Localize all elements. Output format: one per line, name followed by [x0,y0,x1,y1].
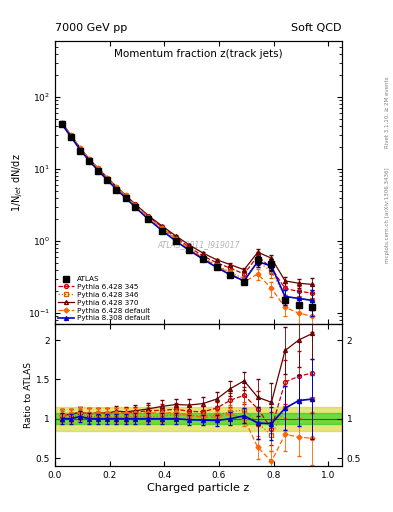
Text: Soft QCD: Soft QCD [292,23,342,33]
Y-axis label: Ratio to ATLAS: Ratio to ATLAS [24,362,33,428]
Text: ATLAS_2011_I919017: ATLAS_2011_I919017 [157,241,240,249]
X-axis label: Charged particle z: Charged particle z [147,482,250,493]
Text: mcplots.cern.ch [arXiv:1306.3436]: mcplots.cern.ch [arXiv:1306.3436] [385,167,390,263]
Text: Rivet 3.1.10, ≥ 2M events: Rivet 3.1.10, ≥ 2M events [385,77,390,148]
Text: Momentum fraction z(track jets): Momentum fraction z(track jets) [114,50,283,59]
Bar [55,413,342,424]
Text: 7000 GeV pp: 7000 GeV pp [55,23,127,33]
Legend: ATLAS, Pythia 6.428 345, Pythia 6.428 346, Pythia 6.428 370, Pythia 6.428 defaul: ATLAS, Pythia 6.428 345, Pythia 6.428 34… [57,275,151,322]
Bar [55,407,342,431]
Y-axis label: 1/N$_{jet}$ dN/dz: 1/N$_{jet}$ dN/dz [11,153,25,212]
